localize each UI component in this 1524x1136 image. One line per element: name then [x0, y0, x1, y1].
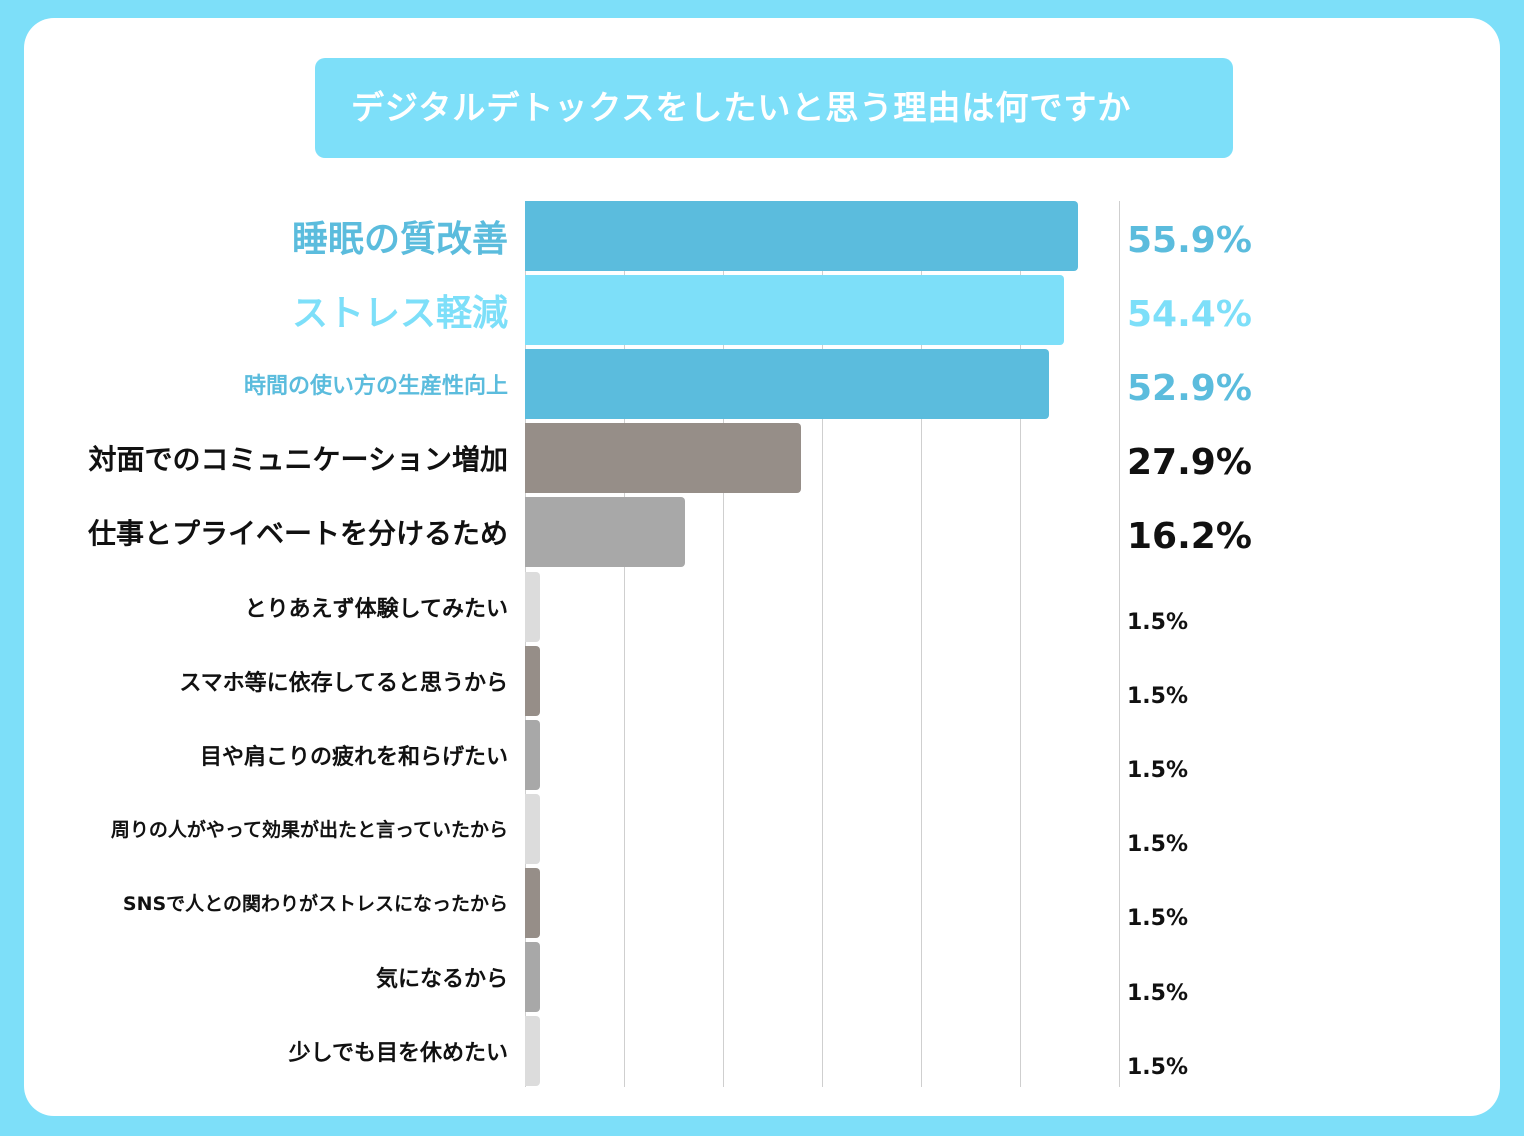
category-label: SNSで人との関わりがストレスになったから: [122, 893, 508, 916]
bar: [525, 719, 540, 790]
category-label: 周りの人がやって効果が出たと言っていたから: [110, 819, 508, 842]
category-label: 睡眠の質改善: [291, 219, 508, 260]
y-axis-line: [525, 201, 526, 1087]
bar: [525, 349, 1049, 420]
bar: [525, 423, 802, 494]
value-label: 54.4%: [1127, 293, 1252, 335]
value-label: 52.9%: [1127, 367, 1252, 409]
chart-title: デジタルデトックスをしたいと思う理由は何ですか: [315, 58, 1233, 158]
category-label: 少しでも目を休めたい: [288, 1041, 508, 1067]
value-label: 1.5%: [1127, 758, 1189, 784]
value-label: 1.5%: [1127, 610, 1189, 635]
category-label: ストレス軽減: [291, 293, 508, 335]
bar: [525, 942, 540, 1012]
gridline: [921, 201, 922, 1087]
category-label: 仕事とプライベートを分けるため: [87, 517, 508, 551]
category-label: 時間の使い方の生産性向上: [243, 374, 508, 400]
gridline: [822, 201, 823, 1087]
value-label: 1.5%: [1127, 980, 1189, 1006]
gridline: [1020, 201, 1021, 1087]
value-label: 16.2%: [1127, 515, 1252, 557]
value-label: 27.9%: [1127, 441, 1252, 483]
value-label: 1.5%: [1127, 832, 1189, 858]
value-label: 55.9%: [1127, 219, 1252, 261]
gridline: [624, 201, 625, 1087]
value-label: 1.5%: [1127, 1054, 1189, 1080]
gridline: [1119, 201, 1120, 1087]
gridline: [723, 201, 724, 1087]
category-label: 目や肩こりの疲れを和らげたい: [199, 744, 508, 770]
category-label: とりあえず体験してみたい: [244, 596, 508, 622]
bar: [525, 645, 540, 716]
category-label: 気になるから: [375, 967, 508, 992]
bar: [525, 793, 540, 864]
bar: [525, 497, 686, 568]
value-label: 1.5%: [1127, 906, 1189, 932]
bar: [525, 867, 540, 938]
category-label: スマホ等に依存してると思うから: [179, 670, 508, 696]
category-label: 対面でのコミュニケーション増加: [88, 443, 508, 477]
bar: [525, 201, 1079, 271]
bar: [525, 275, 1064, 346]
value-label: 1.5%: [1127, 684, 1189, 710]
bar: [525, 1016, 540, 1087]
bar: [525, 571, 540, 642]
